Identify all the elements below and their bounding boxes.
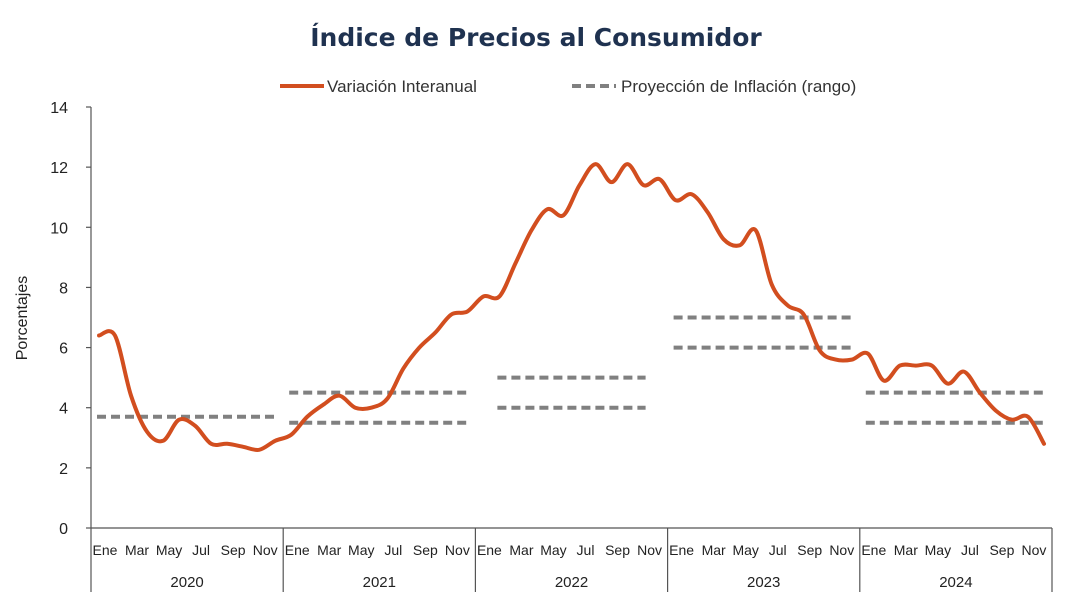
- year-label: 2022: [555, 574, 588, 591]
- month-tick-label: Mar: [317, 542, 341, 558]
- month-tick-label: Jul: [961, 542, 979, 558]
- month-tick-label: Ene: [669, 542, 694, 558]
- month-tick-label: Mar: [702, 542, 726, 558]
- axes: 0 2 4 6 8 10 12 14 Ene Mar May Jul Sep Nov 2020 Ene Mar M…: [50, 100, 1053, 592]
- month-tick-label: Sep: [989, 542, 1014, 558]
- month-tick-label: Ene: [93, 542, 118, 558]
- month-tick-label: Jul: [769, 542, 787, 558]
- year-label: 2020: [170, 574, 203, 591]
- year-label: 2024: [939, 574, 972, 591]
- month-tick-label: May: [732, 542, 758, 558]
- y-tick-label: 4: [59, 401, 68, 418]
- y-tick-label: 0: [59, 521, 68, 538]
- series-variacion: [97, 162, 1046, 453]
- month-tick-label: Mar: [125, 542, 149, 558]
- y-tick-label: 10: [50, 220, 68, 237]
- month-tick-label: Sep: [797, 542, 822, 558]
- month-tick-label: Ene: [285, 542, 310, 558]
- month-tick-label: Jul: [577, 542, 595, 558]
- legend-label-proyeccion: Proyección de Inflación (rango): [621, 77, 856, 96]
- month-tick-label: Nov: [637, 542, 662, 558]
- month-tick-label: Nov: [1022, 542, 1047, 558]
- legend-label-variacion: Variación Interanual: [327, 77, 477, 96]
- month-tick-label: Sep: [221, 542, 246, 558]
- month-tick-label: May: [925, 542, 951, 558]
- year-label: 2023: [747, 574, 780, 591]
- month-tick-label: Sep: [605, 542, 630, 558]
- month-tick-label: Ene: [477, 542, 502, 558]
- y-tick-label: 8: [59, 280, 68, 297]
- month-tick-label: May: [348, 542, 374, 558]
- month-tick-label: Nov: [445, 542, 470, 558]
- projection-ranges: [97, 315, 1044, 425]
- legend: Variación Interanual Proyección de Infla…: [280, 77, 856, 96]
- month-tick-label: May: [540, 542, 566, 558]
- chart-title: Índice de Precios al Consumidor: [310, 23, 762, 52]
- month-tick-label: Jul: [192, 542, 210, 558]
- y-tick-label: 2: [59, 461, 68, 478]
- y-tick-label: 6: [59, 341, 68, 358]
- month-tick-label: Mar: [894, 542, 918, 558]
- y-tick-label: 12: [50, 160, 68, 177]
- month-tick-label: May: [156, 542, 182, 558]
- year-label: 2021: [363, 574, 396, 591]
- month-tick-label: Ene: [861, 542, 886, 558]
- month-tick-label: Nov: [829, 542, 854, 558]
- y-tick-label: 14: [50, 100, 68, 117]
- month-tick-label: Jul: [384, 542, 402, 558]
- month-tick-label: Sep: [413, 542, 438, 558]
- line-variacion-interanual: [97, 162, 1046, 453]
- month-tick-label: Mar: [509, 542, 533, 558]
- month-tick-label: Nov: [253, 542, 278, 558]
- y-axis-label: Porcentajes: [14, 276, 31, 361]
